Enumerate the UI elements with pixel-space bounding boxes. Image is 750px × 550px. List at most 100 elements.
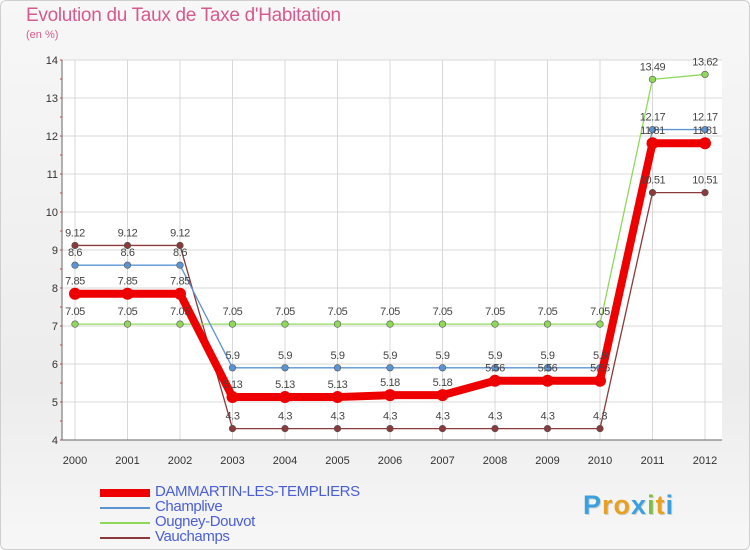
logo-letter: x: [631, 490, 648, 520]
data-point: [648, 75, 657, 83]
data-label: 4.3: [278, 411, 292, 423]
data-point: [123, 241, 132, 250]
data-label: 13.49: [640, 61, 666, 73]
data-point: [176, 261, 184, 269]
data-label: 12.17: [692, 112, 718, 124]
data-label: 8.6: [173, 247, 187, 259]
x-tick-label: 2001: [115, 455, 139, 467]
logo-letter: i: [665, 490, 675, 520]
data-point: [648, 125, 657, 134]
data-point: [386, 320, 394, 328]
data-point: [226, 391, 239, 404]
legend-swatch: [100, 507, 150, 509]
data-label: 5.13: [328, 379, 348, 391]
logo-letter: r: [602, 490, 614, 520]
data-label: 9.12: [170, 227, 190, 239]
logo-letter: P: [583, 490, 603, 520]
x-tick-label: 2003: [220, 455, 244, 467]
data-point: [174, 287, 186, 300]
data-point: [123, 261, 132, 269]
x-tick-label: 2007: [430, 455, 454, 467]
data-point: [121, 287, 134, 300]
data-label: 5.9: [225, 350, 239, 362]
data-label: 5.18: [433, 377, 453, 389]
data-label: 4.3: [383, 411, 397, 423]
data-label: 7.85: [118, 276, 138, 288]
data-label: 4.3: [330, 411, 344, 423]
y-tick-label: 7: [52, 321, 58, 333]
data-point: [281, 364, 289, 372]
data-label: 7.85: [170, 276, 190, 288]
data-label: 9.12: [118, 227, 138, 239]
data-point: [701, 70, 709, 79]
logo-letter: t: [655, 490, 666, 520]
data-label: 5.9: [383, 350, 397, 362]
x-tick-label: 2005: [325, 455, 349, 467]
data-label: 8.6: [68, 247, 82, 259]
y-tick-label: 12: [46, 131, 58, 143]
data-label: 4.3: [593, 411, 607, 423]
data-label: 4.3: [488, 411, 502, 423]
data-point: [333, 425, 342, 433]
data-point: [331, 391, 344, 404]
x-tick-label: 2002: [168, 455, 192, 467]
data-label: 7.85: [65, 276, 85, 288]
data-point: [438, 364, 447, 372]
data-label: 10.51: [692, 175, 718, 187]
data-label: 7.05: [65, 306, 85, 318]
data-label: 8.6: [120, 247, 134, 259]
y-tick-label: 6: [52, 359, 58, 371]
x-tick-label: 2012: [693, 455, 717, 467]
data-point: [489, 374, 501, 387]
data-point: [699, 137, 711, 150]
legend-label: Ougney-Douvot: [155, 513, 255, 530]
data-point: [491, 425, 499, 433]
y-tick-label: 4: [52, 435, 58, 447]
legend-label: Vauchamps: [155, 528, 230, 545]
data-label: 7.05: [118, 306, 138, 318]
legend-swatch: [100, 522, 150, 524]
logo-letter: o: [613, 490, 632, 520]
chart-title: Evolution du Taux de Taxe d'Habitation: [26, 5, 341, 26]
x-tick-label: 2010: [588, 455, 612, 467]
data-point: [176, 320, 184, 328]
data-label: 5.56: [538, 363, 558, 375]
x-tick-label: 2008: [483, 455, 507, 467]
data-label: 7.05: [275, 306, 295, 318]
legend-label: DAMMARTIN-LES-TEMPLIERS: [155, 483, 360, 500]
x-tick-label: 2011: [641, 455, 665, 467]
data-label: 5.13: [275, 379, 295, 391]
x-tick-label: 2009: [535, 455, 559, 467]
y-tick-label: 9: [52, 245, 58, 257]
data-label: 7.05: [223, 306, 243, 318]
data-label: 5.9: [435, 350, 449, 362]
data-label: 7.05: [590, 306, 610, 318]
data-point: [543, 320, 552, 328]
line-chart: 4 5 6 7 8 9 10 11 12 13 14 2000 2001 2002 2003 2004 2005…: [46, 55, 722, 467]
y-tick-label: 5: [52, 397, 58, 409]
data-label: 13.62: [692, 56, 718, 68]
data-point: [386, 425, 394, 433]
y-tick-label: 8: [52, 283, 58, 295]
y-tick-label: 13: [46, 93, 58, 105]
data-point: [438, 320, 447, 328]
data-label: 7.05: [433, 306, 453, 318]
data-point: [701, 189, 709, 197]
data-point: [596, 320, 604, 328]
data-point: [71, 241, 79, 250]
data-point: [436, 389, 449, 402]
data-point: [228, 364, 237, 372]
data-label: 5.13: [223, 379, 243, 391]
data-point: [228, 320, 237, 328]
x-tick-label: 2000: [63, 455, 87, 467]
data-point: [491, 320, 499, 328]
data-label: 7.05: [380, 306, 400, 318]
data-point: [333, 320, 342, 328]
chart-subtitle: (en %): [26, 29, 59, 41]
data-point: [596, 425, 604, 433]
x-tick-label: 2004: [273, 455, 297, 467]
data-point: [71, 320, 79, 328]
data-label: 5.18: [380, 377, 400, 389]
data-point: [646, 137, 659, 150]
data-point: [71, 261, 79, 269]
